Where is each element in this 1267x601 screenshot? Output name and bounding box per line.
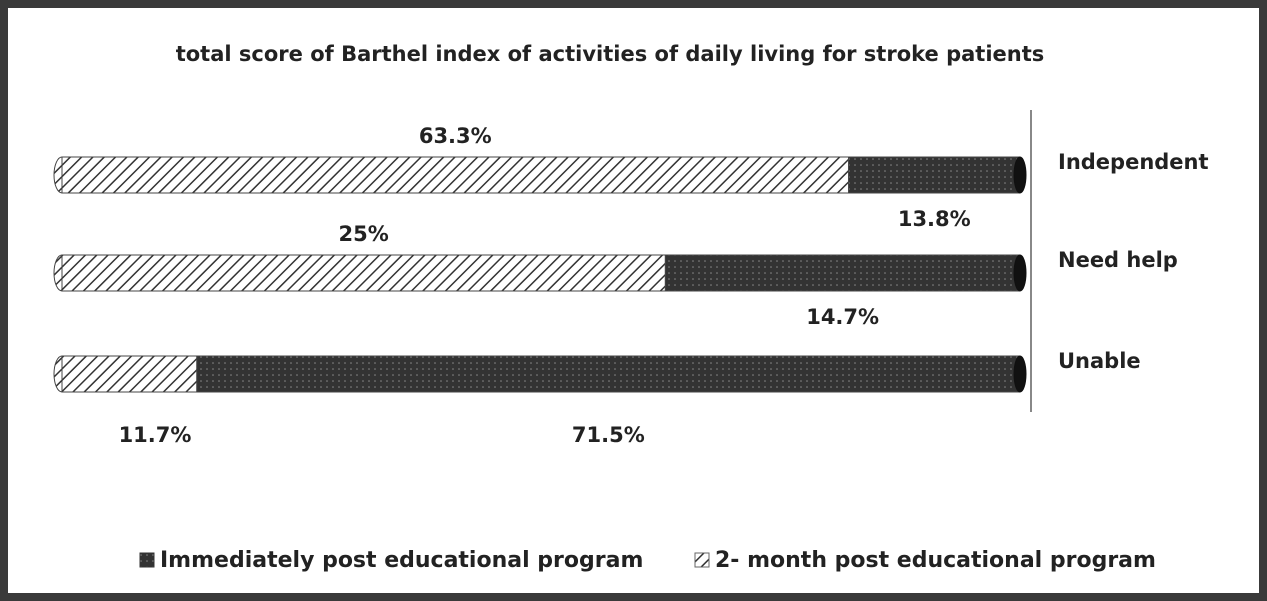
legend-label: Immediately post educational program (160, 548, 643, 573)
bar (664, 254, 1021, 292)
data-label: 63.3% (419, 124, 492, 148)
data-label: 14.7% (806, 305, 879, 329)
data-label: 25% (339, 222, 389, 246)
bar-cap (1013, 254, 1027, 292)
category-label: Independent (1058, 150, 1209, 174)
data-label: 71.5% (572, 423, 645, 447)
data-label: 13.8% (898, 207, 971, 231)
chart-title: total score of Barthel index of activiti… (176, 42, 1045, 66)
bar (196, 355, 1021, 393)
bar (61, 254, 666, 292)
category-label: Unable (1058, 349, 1141, 373)
legend-label: 2- month post educational program (715, 548, 1156, 573)
category-label: Need help (1058, 248, 1178, 272)
legend-swatch (139, 552, 155, 568)
bar (61, 156, 850, 194)
data-label: 11.7% (119, 423, 192, 447)
bar-cap (1013, 156, 1027, 194)
legend-swatch (694, 552, 710, 568)
bar (61, 355, 198, 393)
bar (848, 156, 1021, 194)
bar-cap (1013, 355, 1027, 393)
